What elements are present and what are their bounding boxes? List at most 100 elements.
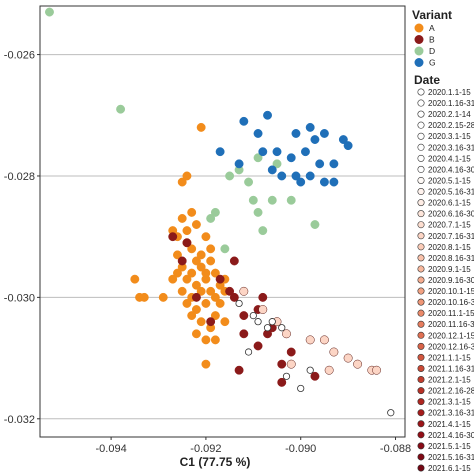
point-variant-b (177, 256, 187, 266)
date-legend-key (417, 431, 425, 439)
date-legend-key (417, 143, 425, 151)
date-legend-label: 2020.1.1-15 (428, 88, 471, 97)
date-legend-key (417, 398, 425, 406)
date-legend-key (417, 342, 425, 350)
x-axis-ticks: -0.094 -0.092 -0.090 -0.088 (96, 437, 411, 455)
date-legend-key (417, 298, 425, 306)
point-variant-g (315, 159, 325, 169)
point-variant-a (196, 286, 206, 296)
point-variant-g (291, 171, 301, 181)
date-legend-label: 2021.5.16-31 (428, 453, 474, 462)
point-variant-a (201, 359, 211, 369)
point-variant-g (267, 165, 277, 175)
point-variant-d (45, 7, 54, 17)
point-variant-g (296, 177, 306, 187)
date-legend-key (417, 254, 425, 262)
date-legend-label: 2020.10.1-15 (428, 287, 474, 296)
date-legend-key (417, 276, 425, 284)
date-legend-label: 2021.5.1-15 (428, 442, 471, 451)
point-variant-a (173, 268, 182, 278)
point-date-series-5 (278, 324, 286, 332)
point-variant-a (182, 226, 192, 236)
point-variant-d (253, 153, 263, 163)
date-legend-key (417, 320, 425, 328)
date-legend-key (417, 243, 425, 251)
point-variant-a (187, 207, 197, 217)
date-legend-key (417, 221, 425, 229)
point-variant-a (191, 329, 201, 339)
variant-legend-key-a (414, 23, 424, 33)
date-legend-key (417, 121, 425, 129)
point-variant-d (286, 195, 296, 205)
point-variant-g (239, 116, 249, 126)
point-date-series-4 (305, 335, 315, 345)
point-variant-a (206, 256, 216, 266)
point-variant-b (253, 341, 263, 351)
x-tick-label: -0.092 (190, 443, 221, 455)
date-legend-label: 2021.4.1-15 (428, 420, 471, 429)
point-date-series-5 (387, 409, 395, 417)
date-legend-key (417, 199, 425, 207)
point-date-series-4 (239, 286, 249, 296)
point-variant-b (258, 292, 268, 302)
date-legend-key (417, 88, 425, 96)
point-variant-b (182, 238, 192, 248)
date-legend-label: 2020.10.16-31 (428, 298, 474, 307)
date-legend-key (417, 210, 425, 218)
point-variant-a (173, 250, 182, 260)
date-legend-label: 2020.8.1-15 (428, 243, 471, 252)
point-variant-d (220, 244, 230, 254)
x-tick-label: -0.090 (285, 443, 316, 455)
date-legend-label: 2021.3.1-15 (428, 398, 471, 407)
date-legend-label: 2020.6.16-30 (428, 210, 474, 219)
date-legend-key (417, 265, 425, 273)
point-variant-a (215, 299, 225, 308)
point-variant-a (182, 274, 192, 284)
point-variant-d (244, 177, 254, 187)
point-variant-a (187, 244, 197, 254)
point-variant-a (206, 244, 216, 254)
point-variant-g (329, 159, 339, 169)
date-legend-label: 2020.12.1-15 (428, 331, 474, 340)
point-variant-a (191, 220, 201, 229)
date-legend-label: 2021.2.16-28 (428, 387, 474, 396)
point-variant-a (196, 122, 206, 132)
date-legend-key (417, 188, 425, 196)
point-date-series-4 (353, 359, 363, 369)
point-variant-b (277, 377, 287, 387)
variant-legend-label: D (429, 46, 435, 56)
point-variant-b (215, 274, 225, 284)
date-legend-label: 2020.11.16-30 (428, 320, 474, 329)
point-date-series-4 (258, 305, 268, 314)
point-variant-a (191, 256, 201, 266)
date-legend-key (417, 420, 425, 428)
date-legend-key (417, 376, 425, 384)
date-legend-key (417, 154, 425, 162)
point-variant-b (229, 256, 239, 266)
plot-area-frame (39, 5, 406, 438)
date-legend-label: 2020.7.16-31 (428, 232, 474, 241)
date-legend-label: 2020.1.16-31 (428, 99, 474, 108)
point-variant-g (319, 129, 329, 138)
point-variant-a (210, 268, 220, 278)
point-variant-d (267, 195, 277, 205)
point-variant-a (196, 250, 206, 260)
variant-legend-label: A (429, 23, 435, 33)
point-variant-d (310, 220, 320, 229)
point-variant-d (116, 104, 126, 114)
x-tick-label: -0.094 (96, 443, 127, 455)
point-variant-g (305, 171, 315, 181)
point-variant-b (225, 286, 235, 296)
date-legend-label: 2020.11.1-15 (428, 309, 474, 318)
point-variant-a (139, 292, 149, 302)
date-legend-key (417, 99, 425, 107)
variant-legend-key-g (414, 58, 424, 67)
point-date-series-5 (249, 311, 257, 320)
variant-legend-label: G (429, 58, 436, 68)
date-legend-key (417, 464, 425, 472)
point-variant-g (253, 129, 263, 138)
date-legend-label: 2020.5.1-15 (428, 176, 471, 185)
point-variant-g (301, 147, 310, 157)
date-legend-key (417, 409, 425, 417)
point-variant-g (338, 135, 348, 144)
